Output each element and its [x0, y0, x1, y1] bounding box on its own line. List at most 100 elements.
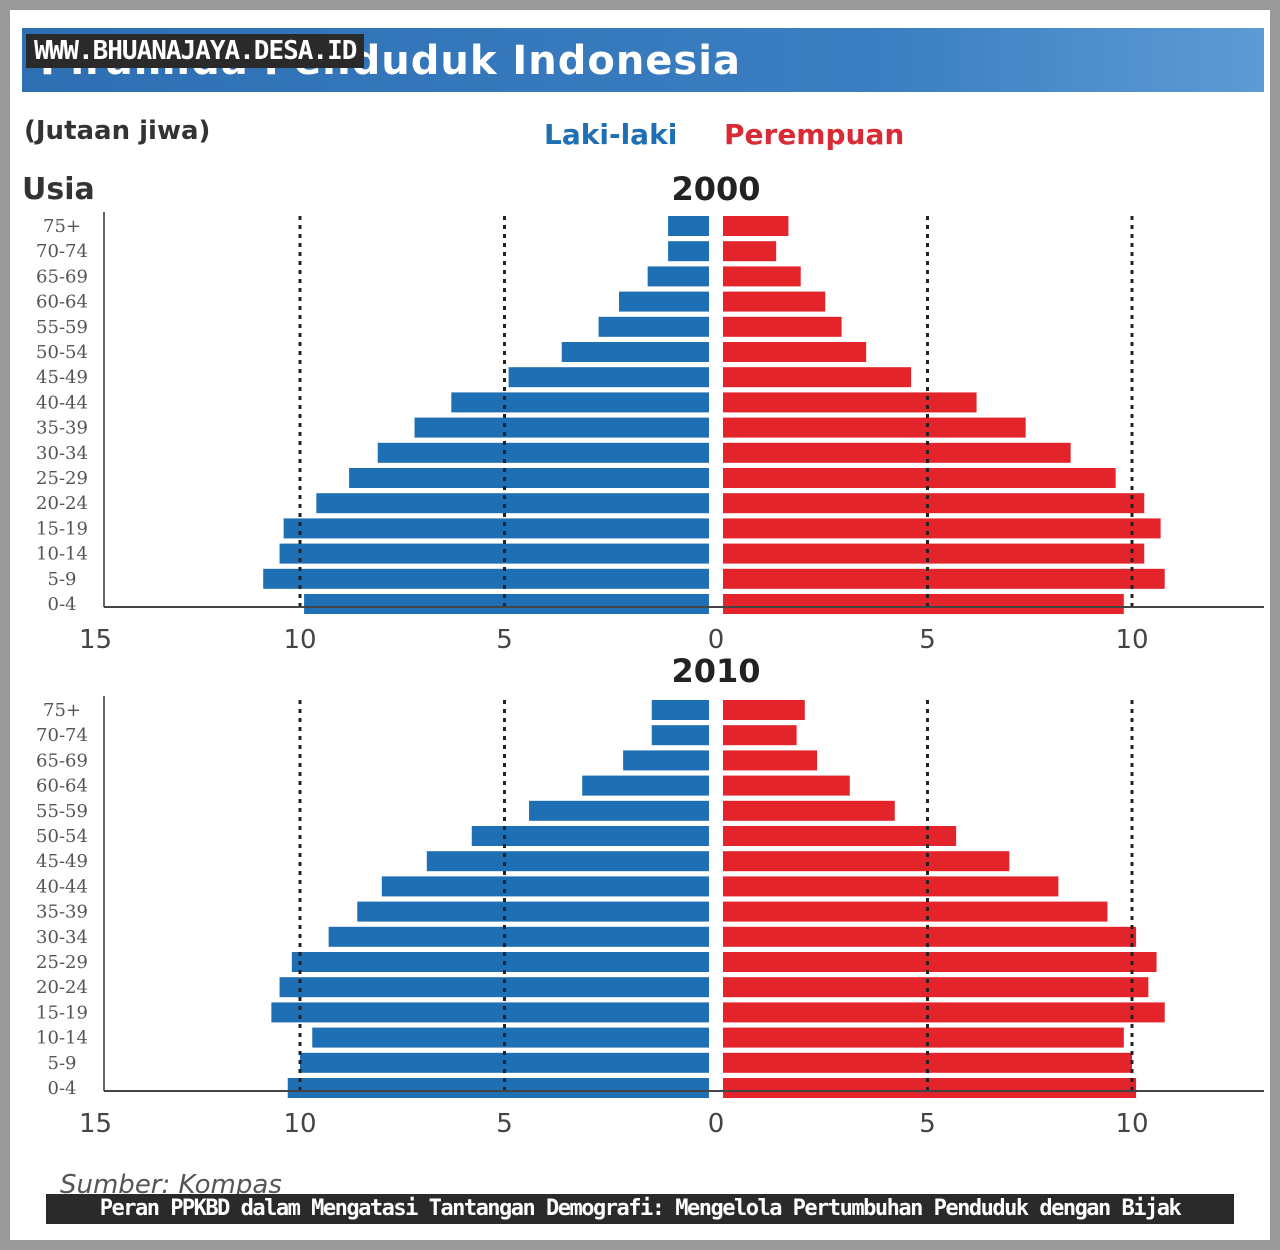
bar-male-45-49	[426, 851, 709, 872]
age-label: 65-69	[36, 750, 88, 771]
bar-female-45-49	[723, 851, 1010, 872]
bar-male-5-9	[263, 568, 709, 589]
source-note: Sumber: Kompas	[60, 1170, 282, 1194]
legend-female: Perempuan	[724, 118, 905, 151]
bar-male-30-34	[377, 442, 709, 463]
x-tick-label: 10	[1115, 625, 1148, 655]
bar-female-25-29	[723, 468, 1116, 488]
age-label: 70-74	[36, 241, 88, 262]
bar-female-10-14	[723, 543, 1145, 564]
x-tick-label: 5	[919, 625, 936, 655]
age-label: 50-54	[36, 342, 88, 363]
x-tick-label: 10	[1115, 1109, 1148, 1139]
age-label: 45-49	[36, 851, 88, 872]
legend-male: Laki-laki	[544, 118, 678, 151]
bar-male-65-69	[623, 750, 709, 771]
bar-male-55-59	[598, 316, 709, 337]
bar-female-35-39	[723, 901, 1108, 922]
watermark-label: WWW.BHUANAJAYA.DESA.ID	[26, 34, 365, 68]
bar-female-0-4	[723, 594, 1124, 614]
bar-female-50-54	[723, 826, 957, 846]
bar-male-75+	[651, 700, 709, 720]
bar-female-40-44	[723, 876, 1059, 897]
x-tick-label: 5	[919, 1109, 936, 1139]
bar-male-10-14	[312, 1027, 709, 1048]
bar-female-30-34	[723, 926, 1137, 947]
bar-male-40-44	[381, 876, 709, 897]
pyramid-title-2010: 2010	[671, 652, 760, 690]
bar-female-20-24	[723, 493, 1145, 514]
bar-female-10-14	[723, 1027, 1124, 1048]
bar-male-50-54	[471, 826, 709, 846]
bar-female-50-54	[723, 342, 867, 362]
bar-female-0-4	[723, 1078, 1137, 1098]
bar-male-60-64	[582, 775, 709, 796]
bar-female-55-59	[723, 800, 895, 821]
bar-male-35-39	[414, 417, 709, 438]
x-tick-label: 10	[283, 1109, 316, 1139]
bar-female-60-64	[723, 291, 826, 312]
age-label: 30-34	[36, 927, 88, 948]
age-label: 30-34	[36, 443, 88, 464]
age-label: 35-39	[36, 418, 88, 439]
age-label: 55-59	[36, 801, 88, 822]
age-label: 0-4	[48, 594, 77, 615]
age-label: 15-19	[36, 1002, 88, 1023]
bar-female-75+	[723, 700, 805, 720]
bar-female-25-29	[723, 952, 1157, 972]
age-label: 0-4	[48, 1078, 77, 1099]
x-tick-label: 5	[496, 625, 513, 655]
x-tick-label: 10	[283, 625, 316, 655]
age-label: 10-14	[36, 544, 88, 565]
age-label: 60-64	[36, 292, 88, 313]
age-axis-title: Usia	[22, 172, 95, 207]
x-tick-label: 0	[708, 625, 725, 655]
bar-male-0-4	[304, 594, 709, 614]
age-label: 5-9	[48, 569, 77, 590]
age-label: 35-39	[36, 902, 88, 923]
bar-male-0-4	[287, 1078, 709, 1098]
bar-male-15-19	[283, 518, 709, 539]
bar-male-60-64	[619, 291, 709, 312]
bar-male-50-54	[561, 342, 709, 362]
bar-female-30-34	[723, 442, 1071, 463]
bar-male-35-39	[357, 901, 709, 922]
age-label: 20-24	[36, 493, 88, 514]
bar-male-70-74	[651, 725, 709, 746]
bar-male-65-69	[647, 266, 709, 287]
age-label: 75+	[43, 700, 81, 721]
x-tick-label: 15	[79, 625, 112, 655]
bar-female-35-39	[723, 417, 1026, 438]
age-label: 45-49	[36, 367, 88, 388]
age-label: 60-64	[36, 776, 88, 797]
bar-male-15-19	[271, 1002, 709, 1023]
age-label: 50-54	[36, 826, 88, 847]
bar-female-45-49	[723, 367, 912, 388]
x-tick-label: 5	[496, 1109, 513, 1139]
age-label: 65-69	[36, 266, 88, 287]
age-label: 55-59	[36, 317, 88, 338]
bar-female-55-59	[723, 316, 842, 337]
bar-male-25-29	[291, 952, 709, 972]
bar-male-30-34	[328, 926, 709, 947]
bar-female-70-74	[723, 725, 797, 746]
bar-male-20-24	[316, 493, 709, 514]
age-label: 10-14	[36, 1028, 88, 1049]
age-label: 25-29	[36, 468, 88, 489]
age-label: 25-29	[36, 952, 88, 973]
age-label: 70-74	[36, 725, 88, 746]
bar-female-15-19	[723, 1002, 1165, 1023]
bar-female-20-24	[723, 977, 1149, 998]
bar-female-40-44	[723, 392, 977, 413]
bar-male-70-74	[668, 241, 709, 262]
bar-male-20-24	[279, 977, 709, 998]
age-label: 40-44	[36, 876, 88, 897]
caption-banner: Peran PPKBD dalam Mengatasi Tantangan De…	[46, 1194, 1234, 1224]
bar-male-45-49	[508, 367, 709, 388]
bar-female-5-9	[723, 568, 1165, 589]
bar-male-40-44	[451, 392, 709, 413]
x-tick-label: 15	[79, 1109, 112, 1139]
bar-female-70-74	[723, 241, 777, 262]
bar-male-25-29	[349, 468, 709, 488]
